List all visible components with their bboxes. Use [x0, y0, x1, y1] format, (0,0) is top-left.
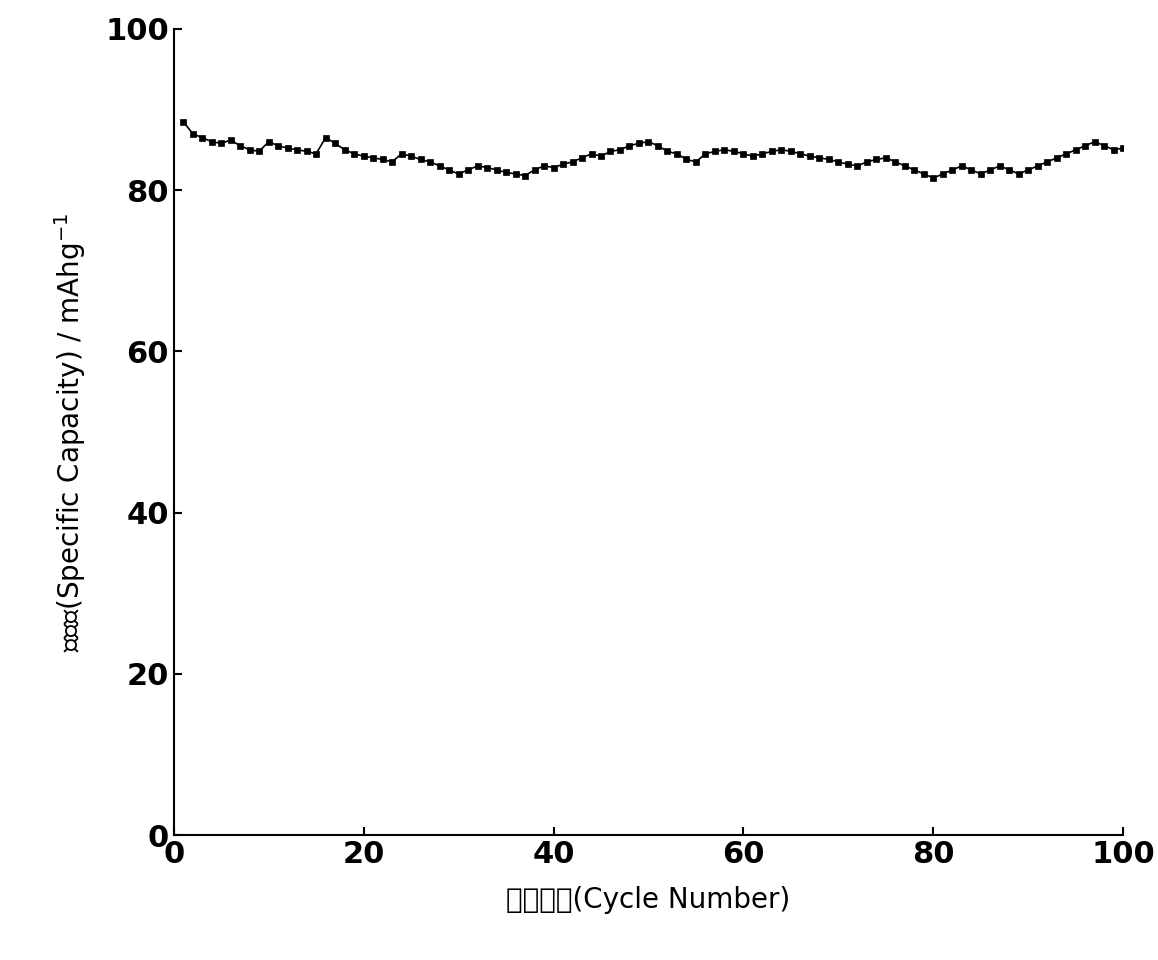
- X-axis label: 循环圈数(Cycle Number): 循环圈数(Cycle Number): [506, 886, 791, 914]
- Y-axis label: 比容量(Specific Capacity) / mAhg$^{-1}$: 比容量(Specific Capacity) / mAhg$^{-1}$: [52, 212, 88, 652]
